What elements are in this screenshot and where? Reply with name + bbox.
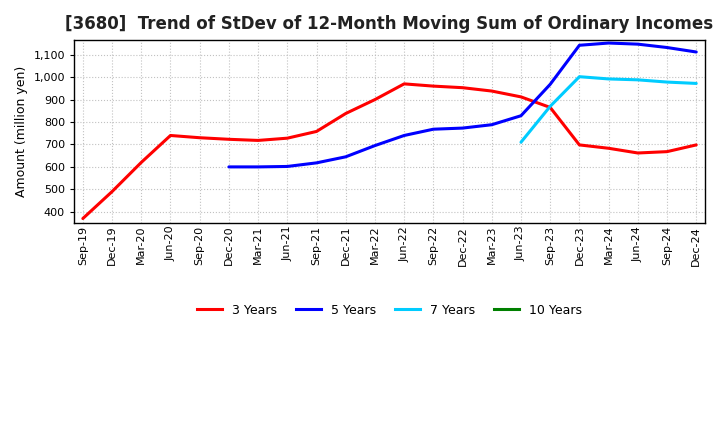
3 Years [341, 111, 350, 116]
5 Years [604, 40, 613, 46]
5 Years [487, 122, 496, 127]
3 Years [195, 135, 204, 140]
5 Years [546, 82, 554, 87]
Title: [3680]  Trend of StDev of 12-Month Moving Sum of Ordinary Incomes: [3680] Trend of StDev of 12-Month Moving… [66, 15, 714, 33]
3 Years [225, 137, 233, 142]
7 Years [517, 139, 526, 145]
Y-axis label: Amount (million yen): Amount (million yen) [15, 66, 28, 197]
7 Years [604, 76, 613, 81]
3 Years [546, 105, 554, 110]
5 Years [575, 43, 584, 48]
5 Years [634, 41, 642, 47]
3 Years [78, 216, 87, 221]
3 Years [283, 136, 292, 141]
5 Years [692, 49, 701, 55]
3 Years [634, 150, 642, 156]
3 Years [371, 97, 379, 102]
3 Years [692, 142, 701, 147]
3 Years [429, 84, 438, 89]
Line: 5 Years: 5 Years [229, 43, 696, 167]
5 Years [253, 164, 262, 169]
3 Years [108, 189, 117, 194]
5 Years [458, 125, 467, 131]
7 Years [575, 74, 584, 79]
5 Years [341, 154, 350, 159]
5 Years [283, 164, 292, 169]
3 Years [312, 129, 321, 134]
3 Years [458, 85, 467, 90]
3 Years [166, 133, 175, 138]
5 Years [400, 133, 408, 138]
5 Years [517, 113, 526, 118]
Legend: 3 Years, 5 Years, 7 Years, 10 Years: 3 Years, 5 Years, 7 Years, 10 Years [192, 299, 587, 322]
3 Years [575, 142, 584, 147]
3 Years [604, 146, 613, 151]
5 Years [429, 127, 438, 132]
3 Years [487, 88, 496, 94]
7 Years [662, 80, 671, 85]
7 Years [692, 81, 701, 86]
7 Years [634, 77, 642, 82]
Line: 7 Years: 7 Years [521, 77, 696, 142]
3 Years [253, 138, 262, 143]
5 Years [225, 164, 233, 169]
3 Years [400, 81, 408, 87]
7 Years [546, 104, 554, 109]
5 Years [371, 143, 379, 148]
5 Years [662, 45, 671, 50]
3 Years [662, 149, 671, 154]
3 Years [137, 160, 145, 165]
3 Years [517, 94, 526, 99]
Line: 3 Years: 3 Years [83, 84, 696, 219]
5 Years [312, 160, 321, 165]
